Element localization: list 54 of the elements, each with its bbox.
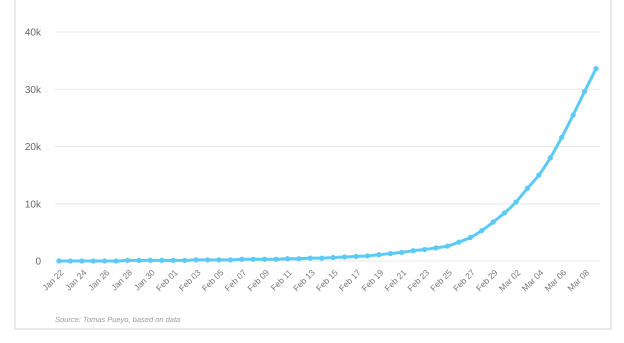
point [593,66,599,72]
point [330,254,336,260]
point [273,256,279,262]
point [364,253,370,258]
point [502,210,508,216]
point [444,243,450,249]
x-tick-label: Jan 28 [108,267,134,293]
point [284,256,290,262]
x-tick-label: Jan 26 [86,267,112,293]
point [524,186,530,191]
point [468,234,473,240]
point [490,219,496,225]
y-tick-label: 30k [24,84,42,96]
point [582,88,588,94]
point [136,258,142,264]
point [239,256,244,262]
point [159,258,164,264]
point [433,245,439,250]
point [124,258,130,264]
point [456,239,462,245]
point [410,248,416,254]
point [319,255,324,261]
point [79,258,84,264]
point [216,257,222,262]
point [422,246,428,252]
x-tick-label: Jan 24 [63,267,89,293]
y-tick-label: 20k [24,142,42,153]
point [479,228,484,234]
point [148,258,154,264]
point [262,256,268,262]
point [536,172,542,178]
point [102,258,108,264]
y-tick-label: 40k [24,28,42,38]
point [56,258,62,264]
point [399,250,404,256]
y-tick-label: 0 [35,256,42,268]
point [204,257,210,262]
point [250,256,256,262]
y-tick-label: 10k [24,199,42,210]
point [353,254,359,260]
point [376,252,382,258]
point [228,257,234,262]
point [308,255,314,261]
point [513,199,519,205]
x-tick-label: Jan 22 [40,267,66,293]
point [548,155,553,161]
point [296,256,302,262]
point [559,134,564,140]
point [170,258,176,264]
point [182,258,188,264]
point [342,254,348,260]
point [90,258,96,264]
point [570,112,576,118]
point [388,250,393,256]
